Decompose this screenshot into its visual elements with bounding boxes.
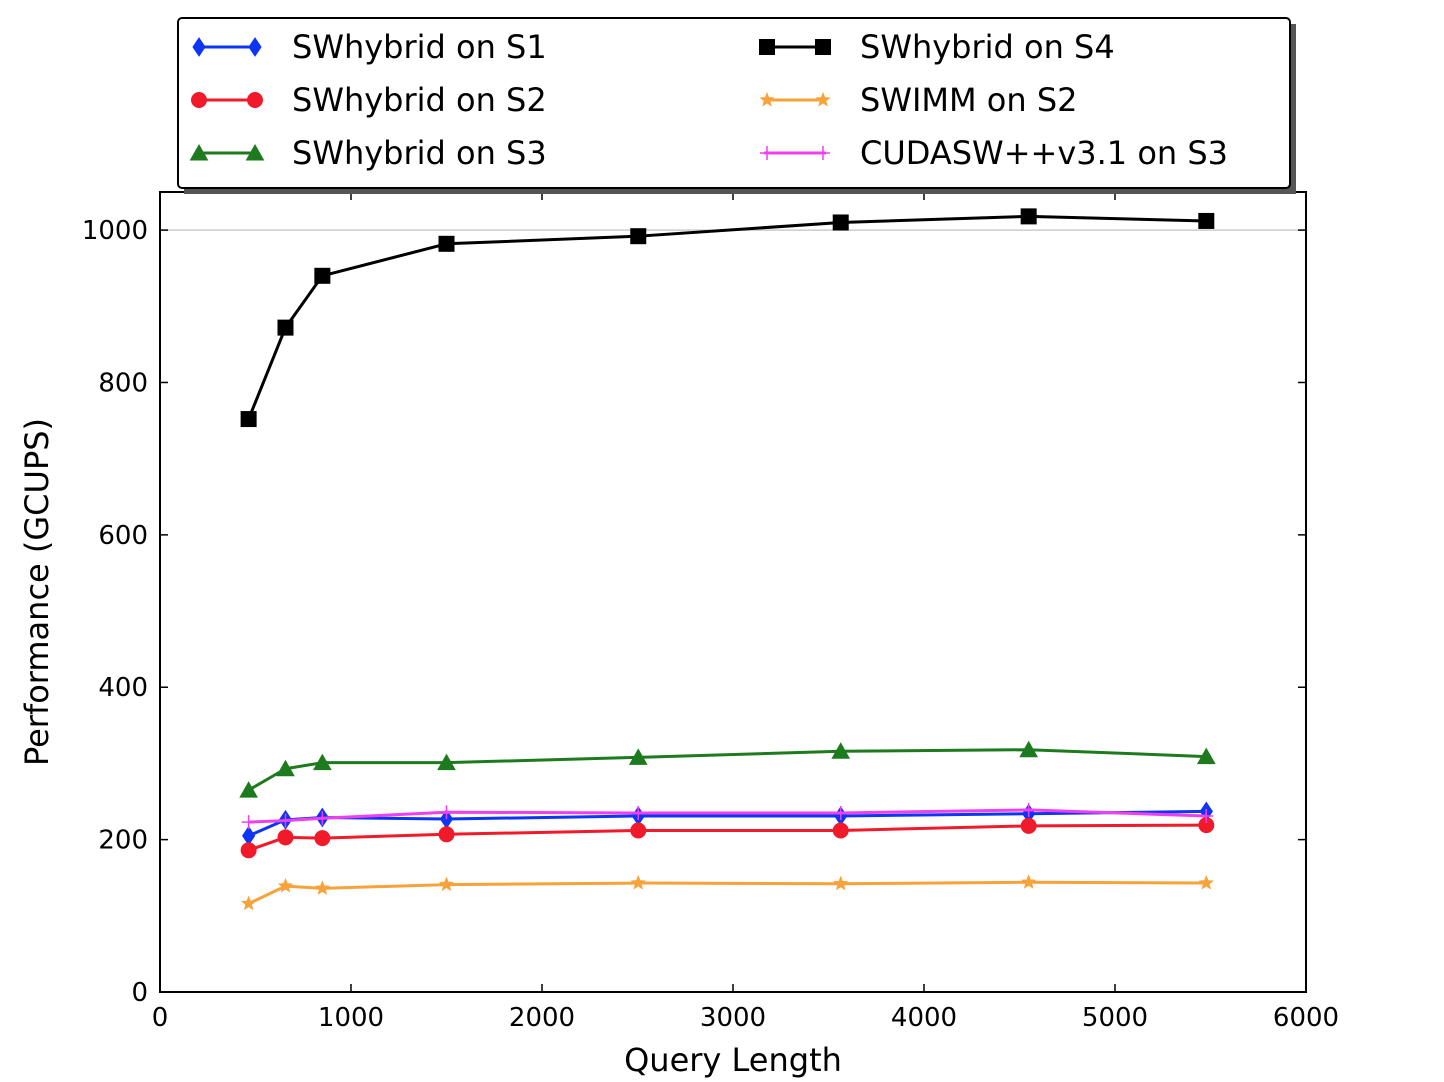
legend-swatch-marker — [245, 143, 265, 161]
y-tick-label: 200 — [98, 826, 148, 856]
plot-background — [160, 192, 1306, 992]
legend-item-2: SWhybrid on S2 — [191, 81, 547, 119]
series-3-point — [437, 753, 456, 771]
legend-item-3: SWhybrid on S3 — [189, 134, 547, 172]
x-tick-label: 5000 — [1082, 1003, 1148, 1033]
x-tick-label: 6000 — [1273, 1003, 1339, 1033]
legend-item-6: CUDASW++v3.1 on S3 — [760, 134, 1228, 172]
series-4-point — [240, 411, 257, 428]
legend-item-5: SWIMM on S2 — [759, 81, 1077, 119]
series-3-point — [1196, 747, 1216, 765]
y-tick-label: 800 — [98, 368, 148, 398]
series-4-point — [1198, 212, 1215, 229]
legend-swatch-marker — [815, 91, 831, 107]
series-layer — [239, 208, 1216, 911]
series-5-point — [1198, 874, 1215, 890]
legend-box — [177, 17, 1291, 189]
y-tick-label: 600 — [98, 521, 148, 551]
series-4 — [240, 208, 1215, 428]
x-tick-label: 3000 — [700, 1003, 766, 1033]
series-2-point — [314, 830, 331, 847]
series-5-point — [314, 880, 331, 896]
series-4-point — [832, 214, 849, 231]
plot-area — [160, 192, 1306, 992]
series-4-point — [314, 267, 331, 284]
legend-swatch-marker — [759, 91, 775, 107]
series-3-point — [831, 742, 851, 759]
y-tick-label: 1000 — [82, 216, 148, 246]
legend-swatch-marker — [189, 143, 209, 161]
x-tick-label: 1000 — [318, 1003, 384, 1033]
series-5-point — [438, 876, 455, 892]
series-2 — [240, 817, 1215, 859]
series-4-point — [1020, 208, 1037, 225]
series-3-line — [247, 748, 1207, 792]
legend-item-1: SWhybrid on S1 — [192, 28, 547, 66]
x-tick-label: 2000 — [509, 1003, 575, 1033]
series-3 — [239, 740, 1216, 798]
legend-swatch-marker — [816, 146, 830, 160]
series-6-point — [1021, 802, 1036, 817]
legend-label: SWhybrid on S1 — [292, 28, 547, 66]
legend-swatch-marker — [759, 39, 775, 55]
series-6-point — [833, 805, 848, 820]
x-axis-label: Query Length — [624, 1041, 842, 1079]
series-2-point — [438, 826, 455, 843]
series-6-point — [278, 813, 293, 828]
series-5-point — [630, 874, 647, 890]
series-2-point — [630, 822, 647, 839]
series-6-point — [241, 815, 256, 830]
series-5 — [240, 874, 1215, 911]
series-6-point — [439, 805, 454, 820]
x-tick-label: 0 — [152, 1003, 169, 1033]
series-5-line — [247, 880, 1207, 905]
series-6-point — [315, 811, 330, 826]
legend-label: SWhybrid on S4 — [860, 28, 1115, 66]
series-2-point — [277, 829, 294, 846]
series-3-point — [239, 781, 258, 798]
legend-label: SWhybrid on S2 — [292, 81, 547, 119]
series-2-point — [832, 822, 849, 839]
series-6 — [241, 802, 1214, 830]
series-4-point — [438, 235, 455, 252]
series-6-point — [1199, 809, 1214, 823]
legend-label: SWhybrid on S3 — [292, 134, 547, 172]
legend-swatch-marker — [248, 37, 262, 57]
legend-swatch-marker — [247, 92, 263, 108]
legend-label: CUDASW++v3.1 on S3 — [860, 134, 1228, 172]
series-3-point — [312, 753, 332, 771]
series-4-point — [630, 228, 647, 245]
y-tick-label: 400 — [98, 673, 148, 703]
series-5-point — [240, 895, 257, 911]
legend: SWhybrid on S1 SWhybrid on S2 SWhybrid on … — [177, 17, 1296, 194]
legend-swatch-marker — [192, 37, 206, 57]
legend-swatch-marker — [191, 92, 207, 108]
legend-swatch-marker — [760, 146, 774, 160]
series-5-point — [277, 877, 294, 893]
y-axis-label: Performance (GCUPS) — [18, 418, 56, 766]
series-3-point — [1019, 740, 1039, 758]
x-tick-label: 4000 — [891, 1003, 957, 1033]
series-4-line — [247, 214, 1207, 420]
series-3-point — [628, 748, 648, 765]
series-4-point — [277, 319, 294, 336]
series-2-point — [1020, 817, 1037, 834]
legend-item-4: SWhybrid on S4 — [759, 28, 1115, 66]
legend-swatch-marker — [815, 39, 831, 55]
y-tick-label: 0 — [131, 978, 148, 1008]
series-5-point — [1020, 874, 1037, 889]
series-3-point — [276, 759, 295, 777]
series-6-point — [631, 805, 646, 820]
series-2-point — [240, 842, 257, 859]
series-5-point — [832, 875, 849, 891]
legend-label: SWIMM on S2 — [860, 81, 1077, 119]
